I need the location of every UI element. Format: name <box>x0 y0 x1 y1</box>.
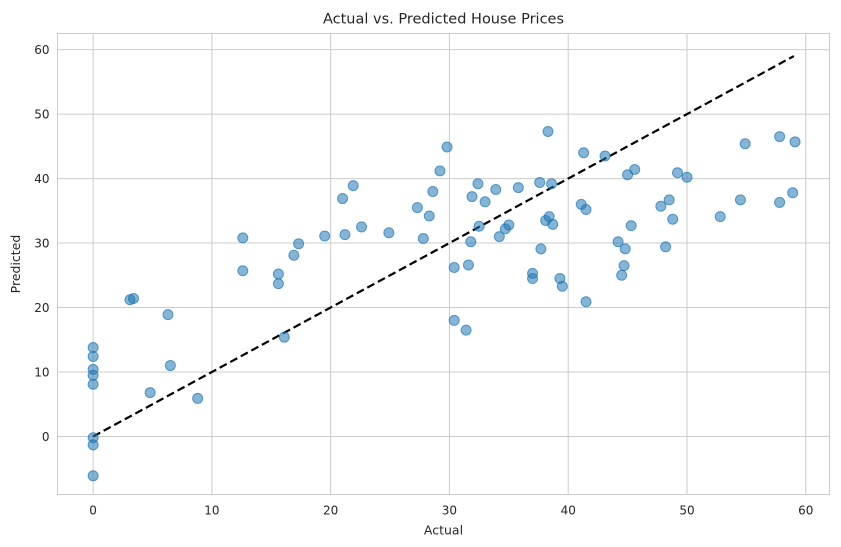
data-point <box>460 324 472 336</box>
data-point <box>448 314 460 326</box>
data-point <box>493 231 505 243</box>
x-tick-label: 30 <box>442 504 457 518</box>
data-points <box>87 126 801 482</box>
data-point <box>272 278 284 290</box>
data-point <box>237 265 249 277</box>
data-point <box>547 218 559 230</box>
data-point <box>427 185 439 197</box>
data-point <box>473 220 485 232</box>
data-point <box>87 341 99 353</box>
data-point <box>347 180 359 192</box>
data-point <box>625 220 637 232</box>
data-point <box>417 233 429 245</box>
x-tick-label: 0 <box>89 504 97 518</box>
data-point <box>128 292 140 304</box>
data-point <box>542 126 554 138</box>
data-point <box>503 219 515 231</box>
reference-line <box>92 55 795 438</box>
data-point <box>337 193 349 205</box>
data-point <box>580 204 592 216</box>
x-tick-labels: 0 10 20 30 40 50 60 <box>89 504 813 518</box>
data-point <box>490 184 502 196</box>
y-tick-label: 0 <box>42 430 50 444</box>
data-point <box>237 232 249 244</box>
data-point <box>512 182 524 194</box>
data-point <box>787 187 799 199</box>
x-tick-label: 10 <box>204 504 219 518</box>
data-point <box>383 227 395 239</box>
data-point <box>671 167 683 179</box>
x-tick-label: 50 <box>679 504 694 518</box>
data-point <box>272 268 284 280</box>
y-tick-label: 10 <box>34 365 49 379</box>
data-point <box>423 210 435 222</box>
data-point <box>434 165 446 177</box>
y-tick-label: 30 <box>34 237 49 251</box>
data-point <box>629 164 641 176</box>
data-point <box>612 236 624 248</box>
data-point <box>655 200 667 212</box>
data-point <box>618 260 630 272</box>
data-point <box>293 238 305 250</box>
reference-line-layer <box>92 55 795 438</box>
chart-title: Actual vs. Predicted House Prices <box>323 12 564 28</box>
data-point <box>479 196 491 208</box>
data-point <box>546 178 558 190</box>
y-axis-title: Predicted <box>8 235 23 294</box>
x-tick-label: 60 <box>798 504 813 518</box>
data-point <box>681 171 693 183</box>
y-tick-label: 50 <box>34 108 49 122</box>
data-point <box>663 194 675 206</box>
data-point <box>144 387 156 399</box>
data-point <box>599 150 611 162</box>
data-point <box>774 196 786 208</box>
data-point <box>448 262 460 274</box>
data-point <box>734 194 746 206</box>
data-point <box>619 243 631 255</box>
x-axis-title: Actual <box>424 523 463 538</box>
y-tick-label: 40 <box>34 172 49 186</box>
data-point <box>580 296 592 308</box>
data-point <box>660 241 672 253</box>
data-point <box>534 176 546 188</box>
y-tick-label: 60 <box>34 43 49 57</box>
data-point <box>535 243 547 255</box>
data-point <box>164 360 176 372</box>
data-point <box>667 213 679 225</box>
data-point <box>441 141 453 153</box>
data-point <box>616 269 628 281</box>
data-point <box>556 280 568 292</box>
data-point <box>789 136 801 148</box>
data-point <box>278 331 290 343</box>
data-point <box>472 178 484 190</box>
data-point <box>87 470 99 482</box>
data-point <box>465 236 477 248</box>
y-tick-labels: 0 10 20 30 40 50 60 <box>34 43 49 444</box>
x-tick-label: 40 <box>561 504 576 518</box>
data-point <box>87 351 99 363</box>
data-point <box>339 229 351 241</box>
data-point <box>319 230 331 242</box>
data-point <box>578 147 590 159</box>
data-point <box>192 392 204 404</box>
data-point <box>739 138 751 150</box>
data-point <box>87 369 99 381</box>
y-tick-label: 20 <box>34 301 49 315</box>
data-point <box>87 439 99 451</box>
data-point <box>466 191 478 203</box>
data-point <box>288 249 300 261</box>
data-point <box>774 131 786 143</box>
data-point <box>162 309 174 321</box>
data-point <box>462 259 474 271</box>
data-point <box>87 378 99 390</box>
plot-frame <box>57 33 830 495</box>
grid-lines <box>57 33 830 495</box>
data-point <box>527 273 539 285</box>
data-point <box>714 211 726 223</box>
data-point <box>356 221 368 233</box>
x-tick-label: 20 <box>323 504 338 518</box>
data-point <box>411 202 423 214</box>
